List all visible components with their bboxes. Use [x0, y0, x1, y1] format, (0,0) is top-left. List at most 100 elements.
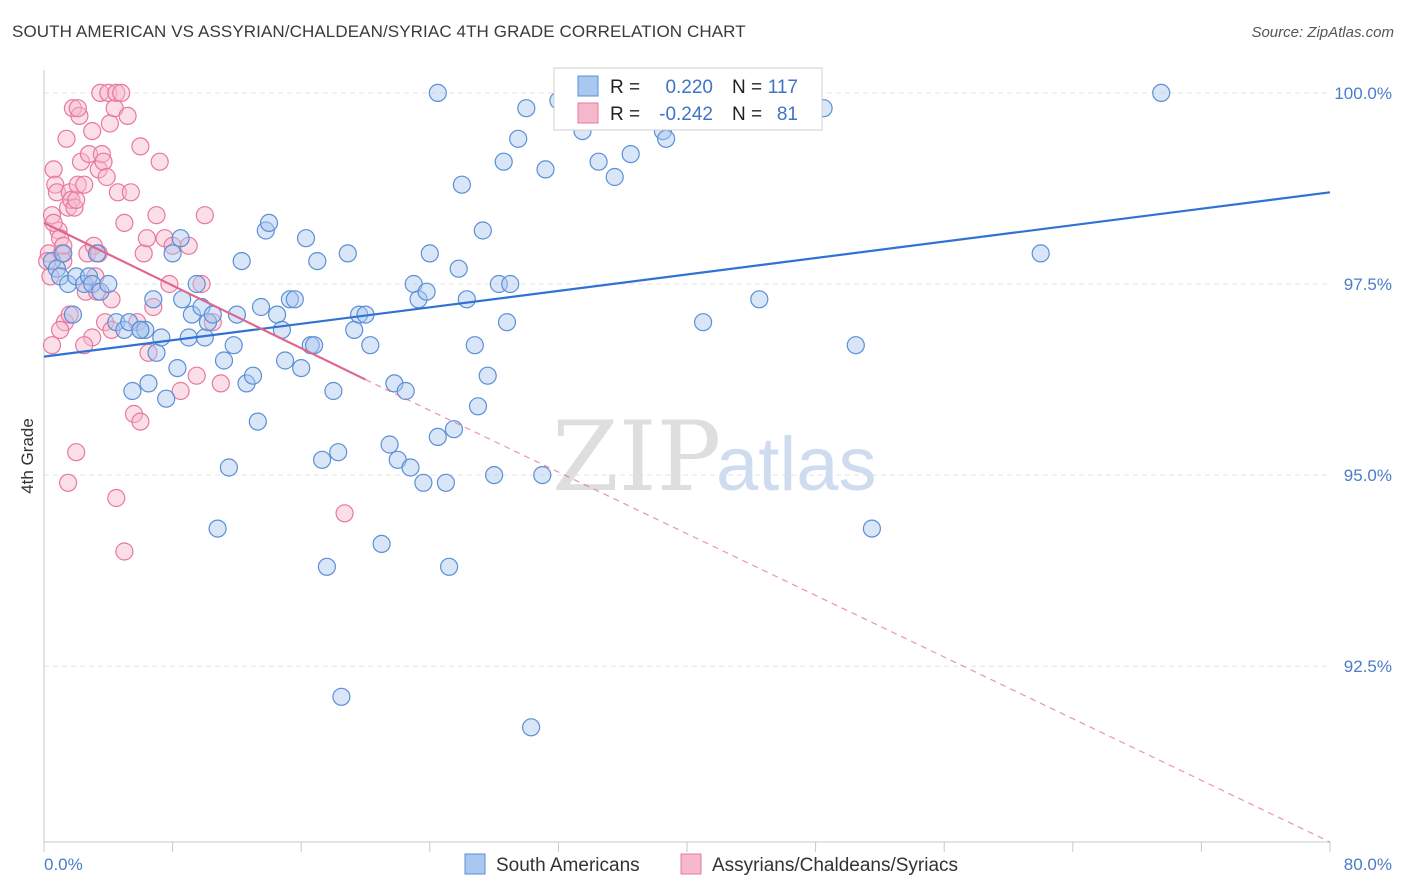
- data-point: [139, 374, 158, 393]
- data-point: [232, 252, 251, 271]
- data-point: [107, 488, 126, 508]
- data-point: [171, 229, 190, 248]
- data-point: [42, 336, 62, 355]
- data-point: [296, 229, 316, 248]
- data-point: [124, 404, 144, 424]
- data-point: [414, 473, 433, 492]
- data-point: [163, 244, 182, 263]
- watermark: ZIP atlas: [552, 401, 877, 513]
- data-point: [144, 290, 163, 309]
- data-point: [107, 83, 126, 103]
- data-point: [46, 175, 65, 194]
- legend-label-blue: South Americans: [496, 855, 640, 876]
- data-point: [536, 160, 555, 179]
- data-point: [99, 274, 118, 294]
- legend-swatch-pink: [680, 853, 702, 875]
- data-point: [335, 504, 354, 523]
- data-point: [862, 519, 882, 538]
- data-point: [251, 297, 271, 317]
- stats-r-value-blue: 0.220: [665, 77, 713, 98]
- stats-box-frame: [553, 67, 823, 131]
- data-point: [276, 351, 295, 370]
- data-point: [187, 274, 206, 294]
- data-point: [497, 313, 517, 332]
- data-point: [67, 443, 86, 462]
- data-point: [171, 381, 190, 401]
- watermark-zip: ZIP: [552, 401, 721, 513]
- data-point: [468, 397, 488, 416]
- data-point: [187, 366, 206, 385]
- data-point: [137, 229, 156, 248]
- data-point: [224, 336, 243, 355]
- trendline-assyrians-extension: [365, 379, 1331, 843]
- stats-n-value-blue: 117: [768, 77, 798, 98]
- data-point: [203, 313, 222, 332]
- data-point: [131, 137, 150, 156]
- data-point: [345, 320, 364, 339]
- data-point: [150, 152, 169, 171]
- data-point: [97, 167, 116, 187]
- y-tick-label: 92.5%: [1344, 657, 1392, 676]
- gridlines: [44, 92, 1330, 667]
- data-point: [58, 473, 78, 492]
- data-point: [131, 412, 150, 431]
- data-point: [485, 466, 504, 485]
- data-point: [83, 122, 102, 141]
- data-point: [144, 297, 163, 317]
- data-point: [317, 557, 336, 576]
- data-point: [54, 236, 73, 255]
- x-tick-label-min: 0.0%: [44, 855, 83, 874]
- data-point: [452, 175, 471, 194]
- data-point: [211, 374, 230, 393]
- data-point: [396, 381, 415, 401]
- data-point: [501, 274, 520, 294]
- data-point: [92, 145, 112, 164]
- data-point: [65, 198, 84, 217]
- data-point: [68, 99, 87, 118]
- data-point: [192, 274, 211, 294]
- stats-r-value-pink: -0.242: [659, 104, 713, 125]
- data-point: [75, 175, 94, 194]
- data-point: [605, 167, 624, 187]
- data-point: [248, 412, 267, 431]
- data-point: [47, 183, 67, 202]
- data-point: [243, 366, 263, 385]
- data-point: [509, 129, 528, 148]
- source-credit: Source: ZipAtlas.com: [1251, 24, 1394, 41]
- data-point: [182, 305, 201, 324]
- data-point: [436, 473, 455, 492]
- data-point: [136, 320, 155, 339]
- data-point: [195, 206, 214, 225]
- data-point: [118, 106, 137, 126]
- data-point: [621, 145, 640, 164]
- data-point: [79, 145, 99, 164]
- data-point: [1031, 244, 1050, 263]
- data-point: [338, 244, 357, 263]
- data-point: [57, 129, 76, 148]
- trendline-assyrians: [43, 221, 366, 381]
- trendline-south-americans: [43, 191, 1331, 358]
- data-point: [332, 687, 351, 706]
- data-point: [121, 183, 140, 202]
- stats-box: R = 0.220 N = 117 R = -0.242 N = 81: [553, 67, 823, 131]
- data-point: [313, 450, 332, 469]
- data-point: [428, 427, 447, 446]
- legend-label-pink: Assyrians/Chaldeans/Syriacs: [712, 855, 958, 876]
- data-point: [63, 305, 83, 324]
- data-point: [457, 290, 476, 309]
- data-point: [693, 313, 713, 332]
- data-point: [259, 213, 279, 232]
- data-point: [214, 351, 234, 370]
- x-tick-label-max: 80.0%: [1344, 855, 1392, 874]
- data-point: [115, 213, 134, 232]
- data-point: [131, 320, 150, 339]
- data-point: [417, 282, 436, 301]
- data-point: [268, 305, 287, 324]
- data-point: [517, 99, 536, 118]
- data-point: [428, 83, 447, 103]
- legend: South Americans Assyrians/Chaldeans/Syri…: [464, 853, 958, 876]
- data-point: [589, 152, 608, 171]
- data-point: [420, 244, 439, 263]
- stats-r-label-pink: R =: [610, 104, 640, 125]
- data-point: [465, 336, 484, 355]
